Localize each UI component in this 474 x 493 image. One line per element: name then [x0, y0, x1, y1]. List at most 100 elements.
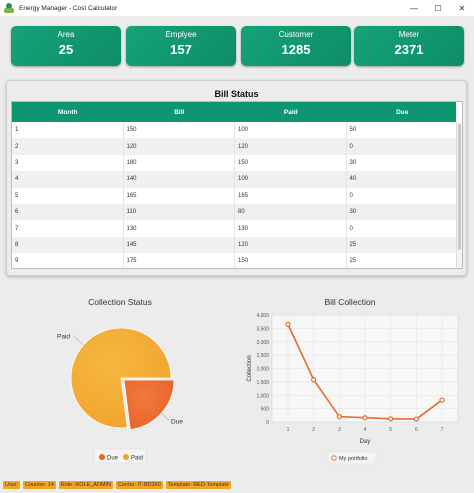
- bill-collection-title: Bill Collection: [324, 297, 376, 307]
- meter-card: Meter 2371: [354, 26, 464, 66]
- table-cell: 165: [235, 187, 347, 204]
- table-header-corner: [456, 102, 462, 122]
- table-cell: 3: [12, 154, 124, 172]
- employee-card-value: 157: [170, 42, 192, 57]
- bill-status-panel: Bill Status Month Bill Paid Due 1 150 100 5…: [6, 80, 467, 276]
- table-cell: 0: [347, 138, 458, 155]
- legend-paid-label: Paid: [131, 455, 143, 461]
- x-tick-label: 4: [364, 427, 367, 433]
- table-cell: 150: [124, 122, 235, 139]
- x-tick-label: 6: [415, 427, 418, 433]
- column-header-paid[interactable]: Paid: [283, 108, 298, 116]
- pie-label-due: Due: [171, 418, 183, 425]
- bill-collection-chart: 0 500 1,000 1,500 2,000 2,500 3,000 3,500 4,000 1…: [247, 313, 459, 465]
- minimize-icon[interactable]: —: [410, 3, 418, 13]
- employee-card: Emplyee 157: [126, 26, 236, 66]
- table-cell: 130: [124, 220, 235, 237]
- table-body: 1 150 100 50 2 120 120 0 3 180 150 30 4 140 100 40 5 165 1…: [12, 122, 458, 268]
- table-row[interactable]: 2 120 120 0: [12, 138, 458, 155]
- meter-card-label: Meter: [398, 30, 420, 39]
- table-cell: 30: [347, 203, 458, 221]
- table-cell: 145: [124, 236, 235, 254]
- table-row[interactable]: 7 130 130 0: [12, 220, 458, 237]
- data-point: [311, 377, 317, 383]
- column-header-due[interactable]: Due: [396, 108, 409, 116]
- collection-status-chart: Due Paid Due Paid: [57, 327, 183, 464]
- table-row[interactable]: 3 180 150 30: [12, 154, 458, 172]
- table-cell: 6: [12, 203, 124, 221]
- data-point: [285, 321, 291, 327]
- maximize-icon[interactable]: ☐: [434, 3, 442, 13]
- data-point: [336, 414, 342, 420]
- table-row[interactable]: 1 150 100 50: [12, 122, 458, 139]
- legend-due-marker: [99, 454, 105, 460]
- table-cell: 150: [235, 154, 347, 172]
- window-controls: — ☐ ✕: [402, 0, 474, 16]
- table-cell: 165: [124, 187, 235, 204]
- collection-status-title: Collection Status: [88, 297, 152, 307]
- table-cell: 1: [12, 122, 124, 139]
- table-row[interactable]: 9 175 150 25: [12, 253, 458, 268]
- status-counter: Counter: 14: [23, 481, 56, 489]
- table-cell: 120: [235, 138, 347, 155]
- status-user: User:: [3, 481, 21, 489]
- close-icon[interactable]: ✕: [458, 3, 466, 13]
- y-axis-label: Collection: [247, 355, 253, 381]
- area-card: Area 25: [11, 26, 121, 66]
- y-tick-label: 2,500: [256, 353, 269, 359]
- legend-paid-marker: [123, 454, 129, 460]
- pie-legend: [93, 448, 147, 464]
- table-cell: 0: [347, 187, 458, 204]
- table-cell: 175: [124, 253, 235, 268]
- customer-card-label: Customer: [278, 30, 314, 39]
- pie-label-paid: Paid: [57, 334, 70, 341]
- app-logo-icon: [4, 3, 14, 13]
- window-title: Energy Manager - Cost Calculator: [19, 4, 118, 12]
- table-scrollbar[interactable]: [456, 122, 462, 268]
- table-cell: 8: [12, 236, 124, 254]
- table-cell: 30: [347, 154, 458, 172]
- data-point: [362, 415, 368, 421]
- table-cell: 80: [235, 203, 347, 221]
- y-tick-label: 3,000: [256, 340, 269, 346]
- table-row[interactable]: 6 110 80 30: [12, 203, 458, 221]
- table-cell: 0: [347, 220, 458, 237]
- status-bar: User: Counter: 14 Role: ROLE_ADMIN Cente…: [0, 479, 474, 491]
- bill-status-title: Bill Status: [214, 89, 259, 99]
- x-tick-label: 7: [441, 427, 444, 433]
- status-template: Template: RED-Template: [165, 481, 231, 489]
- table-cell: 150: [235, 253, 347, 268]
- bill-status-table[interactable]: Month Bill Paid Due 1 150 100 50 2 120 120 0 3 18…: [11, 101, 463, 269]
- scrollbar-thumb[interactable]: [458, 124, 461, 250]
- table-cell: 25: [347, 253, 458, 268]
- table-header: Month Bill Paid Due: [12, 102, 458, 122]
- table-cell: 130: [235, 220, 347, 237]
- table-cell: 100: [235, 122, 347, 139]
- x-tick-label: 2: [312, 427, 315, 433]
- column-header-month[interactable]: Month: [58, 108, 78, 116]
- employee-card-label: Emplyee: [165, 30, 197, 39]
- column-header-bill[interactable]: Bill: [174, 108, 185, 116]
- table-row[interactable]: 8 145 120 25: [12, 236, 458, 254]
- window-titlebar: Energy Manager - Cost Calculator — ☐ ✕: [0, 0, 474, 16]
- y-tick-label: 1,500: [256, 380, 269, 386]
- table-row[interactable]: 5 165 165 0: [12, 187, 458, 204]
- table-cell: 180: [124, 154, 235, 172]
- data-point: [439, 397, 445, 403]
- pie-label-leader: [161, 412, 170, 421]
- table-cell: 2: [12, 138, 124, 155]
- area-card-value: 25: [58, 42, 74, 57]
- area-card-label: Area: [57, 30, 75, 39]
- pie-slice-paid: [70, 327, 172, 429]
- table-cell: 7: [12, 220, 124, 237]
- status-role: Role: ROLE_ADMIN: [58, 481, 114, 489]
- table-cell: 50: [347, 122, 458, 139]
- table-cell: 110: [124, 203, 235, 221]
- table-cell: 40: [347, 171, 458, 188]
- legend-series-marker: [331, 455, 337, 461]
- status-center: Center: IT-BD360: [116, 481, 163, 489]
- table-row[interactable]: 4 140 100 40: [12, 171, 458, 188]
- pie-label-leader: [72, 335, 84, 346]
- legend-due-label: Due: [107, 455, 119, 461]
- customer-card: Customer 1285: [241, 26, 351, 66]
